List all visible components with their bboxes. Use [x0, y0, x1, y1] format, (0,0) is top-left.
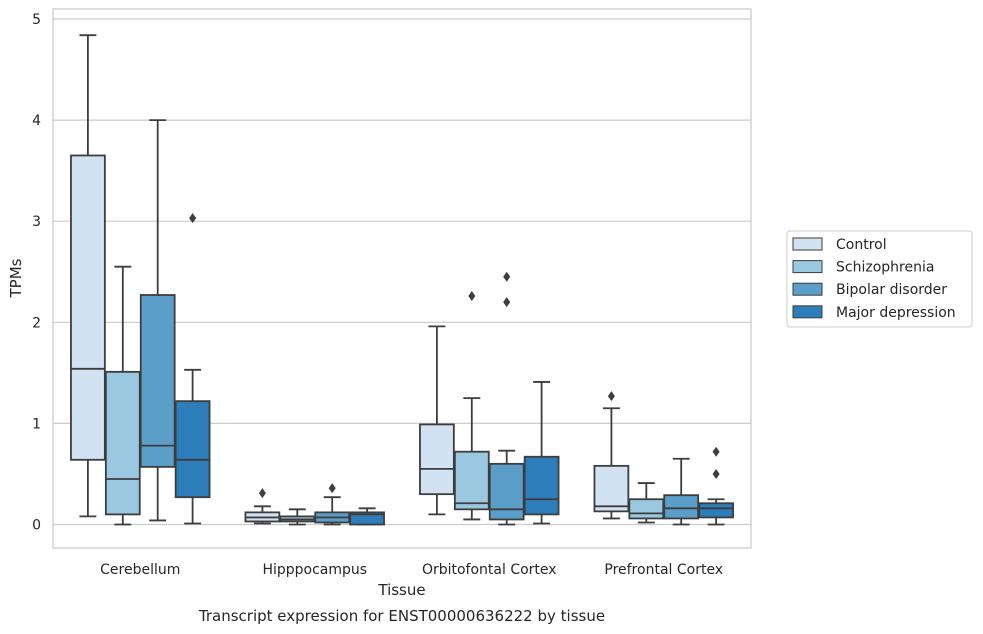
box-schizophrenia: [628, 482, 665, 524]
y-tick-label-1: 1: [32, 416, 41, 432]
box-iqr: [419, 423, 455, 496]
x-tick-label: Orbitofontal Cortex: [422, 562, 557, 578]
legend-label: Major depression: [836, 305, 956, 321]
box-control: [244, 488, 281, 525]
box-iqr: [139, 294, 176, 468]
plot-frame: [52, 8, 752, 549]
outlier-point: [503, 297, 511, 308]
outlier-point: [189, 213, 197, 224]
box-major-depression: [174, 213, 211, 525]
x-tick-labels: Cerebellum Hipppocampus Orbitofontal Corte…: [100, 562, 723, 578]
x-tick-label: Prefrontal Cortex: [604, 562, 723, 578]
outlier-point: [258, 488, 266, 499]
box-control: [419, 325, 455, 516]
legend-swatch: [792, 260, 823, 274]
outlier-point: [503, 271, 511, 282]
outlier-point: [607, 391, 615, 402]
x-tick-label: Hipppocampus: [262, 562, 367, 578]
box-iqr: [349, 511, 385, 526]
y-tick-label-0: 0: [32, 518, 41, 534]
box-iqr: [628, 498, 665, 520]
x-axis-label: Tissue: [377, 581, 425, 599]
legend-label: Bipolar disorder: [836, 282, 947, 298]
legend-frame: [786, 230, 973, 328]
box-schizophrenia: [104, 265, 141, 526]
box-major-depression: [698, 446, 734, 526]
legend-swatch: [792, 237, 823, 251]
y-tick-label-5: 5: [32, 12, 41, 28]
box-control: [70, 34, 106, 518]
y-tick-label-2: 2: [32, 315, 41, 331]
y-axis-label: TPMs: [7, 258, 25, 298]
box-iqr: [70, 154, 106, 461]
box-schizophrenia: [453, 291, 490, 521]
y-tick-label-3: 3: [32, 214, 41, 230]
chart-caption: Transcript expression for ENST0000063622…: [198, 607, 605, 625]
box-iqr: [698, 502, 734, 519]
box-bipolar-disorder: [139, 119, 176, 522]
box-iqr: [453, 450, 490, 511]
y-tick-labels: 0 1 2 3 4 5: [32, 12, 41, 534]
box-iqr: [104, 370, 141, 516]
box-iqr: [523, 455, 560, 516]
box-iqr: [593, 464, 630, 513]
box-schizophrenia: [279, 508, 316, 526]
outlier-point: [328, 483, 336, 494]
outlier-point: [712, 446, 720, 457]
boxes-layer: [70, 34, 734, 526]
box-bipolar-disorder: [314, 483, 351, 526]
box-iqr: [663, 494, 700, 520]
box-major-depression: [523, 381, 560, 525]
box-iqr: [174, 400, 211, 499]
y-tick-label-4: 4: [32, 113, 41, 129]
legend-swatch: [792, 282, 823, 296]
box-control: [593, 391, 630, 520]
outlier-point: [468, 291, 476, 302]
legend-label: Schizophrenia: [836, 260, 934, 276]
outlier-point: [712, 468, 720, 479]
box-major-depression: [349, 507, 385, 526]
box-bipolar-disorder: [488, 271, 525, 526]
legend-swatch: [792, 305, 823, 319]
box-bipolar-disorder: [663, 457, 700, 526]
legend: Control Schizophrenia Bipolar disorder Majo…: [786, 230, 973, 328]
box-iqr: [488, 462, 525, 521]
x-tick-label: Cerebellum: [100, 562, 180, 578]
legend-label: Control: [836, 237, 887, 253]
